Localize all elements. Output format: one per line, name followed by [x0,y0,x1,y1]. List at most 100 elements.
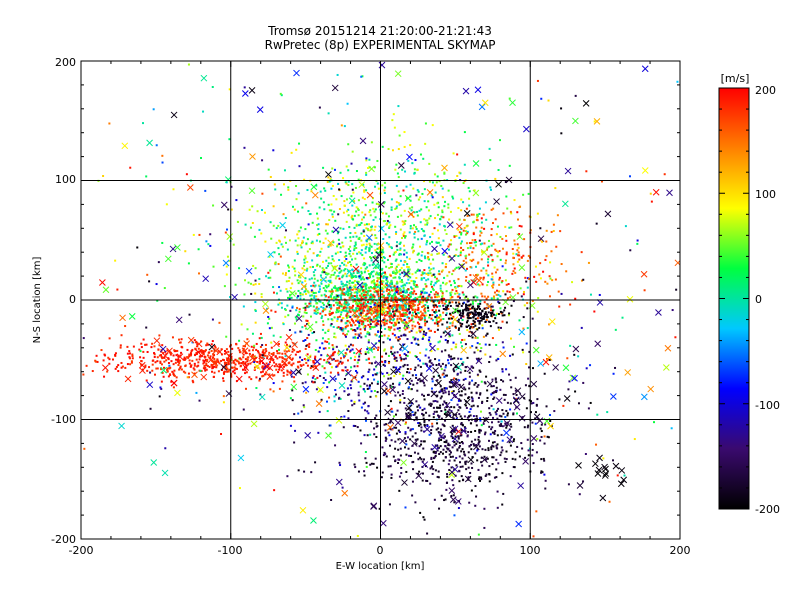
data-point [470,489,473,492]
data-point [411,273,414,276]
data-point [510,304,513,307]
data-point [458,383,461,386]
data-point [501,314,504,317]
data-point [448,335,451,338]
data-point [476,405,479,408]
data-point [458,218,461,221]
data-point [330,323,333,326]
data-point [335,301,338,304]
data-point [422,381,425,384]
data-point [328,342,331,345]
data-point [129,363,132,366]
data-point [452,417,455,420]
data-point [451,357,454,360]
data-point [353,314,356,317]
data-point [202,351,205,354]
data-point [390,439,393,442]
data-point [460,417,463,420]
data-point [388,255,391,258]
data-point [351,188,354,191]
data-point [509,402,512,405]
data-point [467,430,470,433]
data-point [297,313,300,316]
data-point [475,444,478,447]
data-point [401,295,404,298]
data-point [443,171,446,174]
data-point [492,445,495,448]
data-point [193,364,196,367]
data-point [395,290,398,293]
data-point [397,458,400,461]
data-point [360,314,363,317]
data-point [437,476,440,479]
data-point [385,265,388,268]
data-point [411,246,414,249]
data-point [475,424,478,427]
data-point [382,341,385,344]
data-point [211,367,214,370]
data-point [435,319,438,322]
data-point [260,336,263,339]
data-point [469,274,472,277]
data-point [312,305,315,308]
data-point [479,417,482,420]
data-point [310,289,313,292]
data-point [183,358,186,361]
data-point [470,323,473,326]
data-point [358,224,361,227]
data-point [361,277,364,280]
data-point [460,264,463,267]
data-point [411,292,414,295]
data-point [540,436,543,439]
data-point [392,253,395,256]
data-point [431,309,434,312]
data-point [399,297,402,300]
data-point [329,178,332,181]
data-point [388,360,391,363]
data-point [495,386,498,389]
data-point [418,303,421,306]
data-point [502,290,505,293]
data-point [272,334,275,337]
data-point [436,316,439,319]
data-point [367,405,370,408]
data-point [582,381,585,384]
data-point [433,330,436,333]
data-point [444,366,447,369]
data-point [598,293,601,296]
data-point [420,458,423,461]
data-point [404,446,407,449]
data-point [458,413,461,416]
data-point [347,248,350,251]
data-point [494,411,497,414]
data-point [442,424,445,427]
data-point [447,444,450,447]
data-point [355,296,358,299]
data-point [337,371,340,374]
data-point [285,288,288,291]
data-point [377,251,380,254]
data-point [338,242,341,245]
data-point [383,261,386,264]
data-point [491,260,494,263]
data-point [425,332,428,335]
data-point [336,303,339,306]
data-point [402,334,405,337]
data-point [461,457,464,460]
data-point [354,300,357,303]
data-point [304,280,307,283]
data-point [332,286,335,289]
data-point [415,342,418,345]
data-point [438,416,441,419]
data-point [299,280,302,283]
data-point [304,309,307,312]
data-point [453,279,456,282]
data-point [275,368,278,371]
data-point [463,426,466,429]
data-point [423,420,426,423]
data-point [491,378,494,381]
data-point [199,355,202,358]
data-point [457,284,460,287]
data-point [307,359,310,362]
data-point [346,348,349,351]
